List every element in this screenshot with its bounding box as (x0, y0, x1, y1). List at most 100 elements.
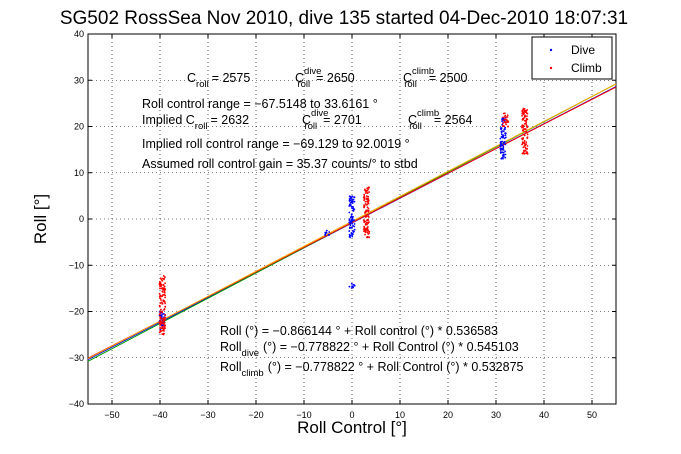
data-point-climb (164, 288, 167, 291)
data-point-climb (366, 225, 369, 228)
data-point-climb (364, 203, 367, 205)
data-point-climb (367, 221, 370, 224)
data-point-dive (350, 205, 353, 208)
data-point-climb (502, 122, 504, 125)
data-point-climb (522, 133, 525, 136)
data-point-climb (521, 126, 524, 129)
data-point-climb (507, 125, 510, 128)
chart-title: SG502 RossSea Nov 2010, dive 135 started… (60, 8, 628, 29)
y-tick-label: 30 (74, 75, 84, 85)
y-tick-label: −30 (69, 353, 84, 363)
data-point-dive (504, 140, 506, 143)
data-point-dive (499, 147, 502, 150)
data-point-climb (365, 214, 368, 216)
data-point-dive (504, 153, 507, 156)
data-point-climb (164, 305, 167, 308)
annotation-fit-all: Roll (°) = −0.866144 ° + Roll control (°… (220, 324, 498, 338)
data-point-climb (367, 233, 370, 235)
data-point-climb (504, 121, 507, 124)
data-point-dive (351, 195, 354, 198)
data-point-climb (162, 294, 164, 296)
data-point-climb (502, 119, 505, 122)
data-point-dive (350, 282, 353, 285)
data-point-climb (364, 189, 367, 192)
x-tick-label: −10 (296, 410, 311, 420)
data-point-climb (160, 299, 162, 301)
data-point-dive (325, 229, 328, 232)
data-point-climb (521, 114, 524, 117)
data-point-dive (500, 144, 502, 147)
data-point-climb (162, 299, 165, 302)
data-point-climb (363, 205, 366, 207)
data-point-climb (526, 133, 529, 136)
data-point-climb (521, 152, 524, 155)
data-point-dive (348, 285, 351, 288)
annotation-implied-c-roll: Implied Croll = 2632 (142, 113, 249, 132)
data-point-dive (351, 198, 354, 201)
data-point-dive (349, 202, 352, 204)
data-point-climb (161, 279, 164, 282)
data-point-climb (365, 203, 368, 206)
data-point-climb (158, 331, 161, 334)
data-point-climb (525, 141, 528, 144)
annotation-implied-c-roll-dive: Cdive roll = 2701 (302, 108, 362, 132)
data-point-climb (160, 327, 162, 329)
data-point-climb (161, 290, 164, 293)
data-point-climb (525, 130, 528, 133)
data-point-dive (349, 223, 352, 226)
data-point-dive (351, 202, 354, 204)
annotation-c-roll: Croll = 2575 (187, 71, 250, 90)
x-tick-label: −50 (104, 410, 119, 420)
y-tick-label: 10 (74, 168, 84, 178)
data-point-climb (365, 227, 367, 230)
data-point-climb (162, 320, 165, 323)
data-point-climb (523, 152, 526, 155)
data-point-climb (503, 118, 506, 121)
data-point-climb (524, 149, 527, 152)
data-point-dive (348, 205, 351, 207)
data-point-climb (367, 215, 370, 217)
data-point-climb (526, 109, 529, 111)
data-point-climb (367, 195, 370, 198)
data-point-climb (160, 301, 163, 304)
data-point-climb (366, 236, 368, 239)
x-tick-label: 40 (539, 410, 549, 420)
x-tick-label: 20 (443, 410, 453, 420)
x-tick-label: 30 (491, 410, 501, 420)
data-point-climb (523, 108, 526, 110)
data-point-climb (363, 193, 366, 196)
data-point-climb (366, 192, 369, 194)
legend-label-dive: Dive (571, 43, 595, 57)
data-point-dive (352, 215, 354, 218)
x-axis-ticks: −50 −40 −30 −20 −10 0 10 20 30 40 50 (104, 34, 597, 420)
data-point-dive (353, 200, 356, 203)
data-point-dive (349, 236, 351, 239)
y-tick-label: 20 (74, 122, 84, 132)
data-point-climb (526, 136, 529, 139)
y-tick-label: 40 (74, 29, 84, 39)
data-point-climb (160, 287, 163, 290)
data-point-climb (521, 137, 523, 140)
data-point-climb (523, 139, 526, 142)
data-point-climb (164, 302, 167, 305)
data-point-climb (164, 282, 167, 285)
data-point-climb (362, 219, 365, 221)
grid (88, 34, 616, 404)
data-point-climb (163, 285, 166, 288)
data-point-climb (159, 312, 162, 315)
data-point-dive (352, 209, 355, 212)
data-point-climb (162, 325, 164, 328)
data-point-climb (365, 215, 368, 218)
data-point-climb (164, 327, 166, 330)
data-point-dive (352, 205, 354, 208)
data-point-dive (351, 207, 353, 210)
data-point-climb (525, 143, 528, 146)
y-tick-label: 0 (79, 214, 84, 224)
annotation-c-roll-climb: Cclimb roll = 2500 (403, 66, 468, 90)
y-axis-label: Roll [°] (31, 194, 50, 244)
data-point-climb (503, 112, 506, 115)
data-point-climb (505, 118, 508, 121)
annotations: Croll = 2575 Cdive roll = 2650 Cclimb roll = … (142, 66, 524, 379)
data-point-climb (161, 302, 164, 305)
data-point-climb (164, 276, 166, 278)
